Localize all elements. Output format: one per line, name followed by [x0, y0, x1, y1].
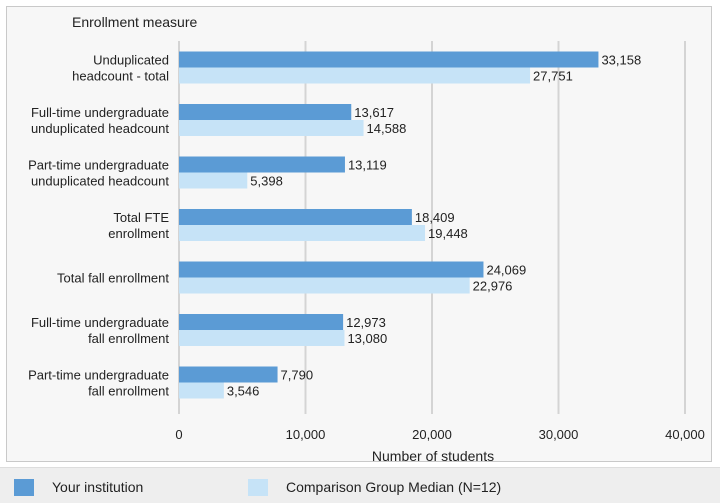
legend: Your institution Comparison Group Median…: [0, 467, 720, 503]
bar-your-institution: [179, 366, 278, 383]
bar-comparison-group: [179, 225, 426, 241]
category-label: Part-time undergraduate: [28, 158, 169, 173]
bar-your-institution: [179, 51, 599, 68]
bar-value-label: 13,119: [348, 158, 387, 173]
x-tick-label: 0: [175, 427, 182, 442]
bar-value-label: 3,546: [227, 384, 260, 399]
x-tick-label: 30,000: [539, 427, 579, 442]
bar-value-label: 7,790: [281, 368, 314, 383]
x-tick-labels: 0 10,000 20,000 30,000 40,000: [175, 427, 705, 442]
bar-value-label: 5,398: [250, 174, 283, 189]
bar-value-label: 22,976: [473, 279, 513, 294]
x-tick-label: 20,000: [412, 427, 452, 442]
legend-swatch-comparison-group: [248, 478, 268, 496]
bar-your-institution: [179, 261, 484, 278]
legend-label-comparison-group: Comparison Group Median (N=12): [286, 479, 502, 495]
bar-value-label: 12,973: [346, 315, 386, 330]
category-label: headcount - total: [72, 69, 169, 84]
category-label: Full-time undergraduate: [31, 315, 169, 330]
bar-your-institution: [179, 209, 412, 225]
bar-your-institution: [179, 104, 352, 120]
legend-label-your-institution: Your institution: [52, 479, 144, 495]
category-label: Unduplicated: [93, 53, 169, 68]
category-label: Part-time undergraduate: [28, 368, 169, 383]
category-label: Total FTE: [113, 210, 169, 225]
category-label: unduplicated headcount: [31, 174, 169, 189]
chart-title: Enrollment measure: [72, 14, 197, 30]
bar-comparison-group: [179, 330, 345, 346]
category-label: fall enrollment: [88, 331, 169, 346]
legend-item-comparison-group: Comparison Group Median (N=12): [248, 478, 501, 496]
bar-chart: Enrollment measure 33,158 27,751 13,61714,…: [28, 14, 705, 464]
bar-comparison-group: [179, 382, 224, 399]
category-label: fall enrollment: [88, 384, 169, 399]
x-tick-label: 40,000: [665, 427, 705, 442]
bar-comparison-group: [179, 67, 531, 84]
bar-comparison-group: [179, 277, 470, 294]
bar-comparison-group: [179, 120, 364, 136]
category-label: Total fall enrollment: [57, 271, 169, 286]
bar-value-label: 27,751: [533, 69, 573, 84]
category-label: enrollment: [108, 226, 169, 241]
bar-value-label: 18,409: [415, 210, 455, 225]
bar-value-label: 19,448: [428, 226, 468, 241]
bar-your-institution: [179, 314, 344, 330]
bar-value-label: 13,080: [347, 331, 387, 346]
bar-value-label: 14,588: [367, 121, 407, 136]
x-tick-label: 10,000: [286, 427, 326, 442]
legend-swatch-your-institution: [14, 478, 34, 496]
bar-your-institution: [179, 156, 345, 173]
bar-value-label: 24,069: [486, 263, 526, 278]
bar-comparison-group: [179, 172, 248, 189]
bar-value-label: 13,617: [354, 105, 394, 120]
category-label: unduplicated headcount: [31, 121, 169, 136]
bar-value-label: 33,158: [601, 53, 641, 68]
x-axis-label: Number of students: [372, 448, 494, 464]
legend-item-your-institution: Your institution: [14, 478, 143, 496]
category-label: Full-time undergraduate: [31, 105, 169, 120]
